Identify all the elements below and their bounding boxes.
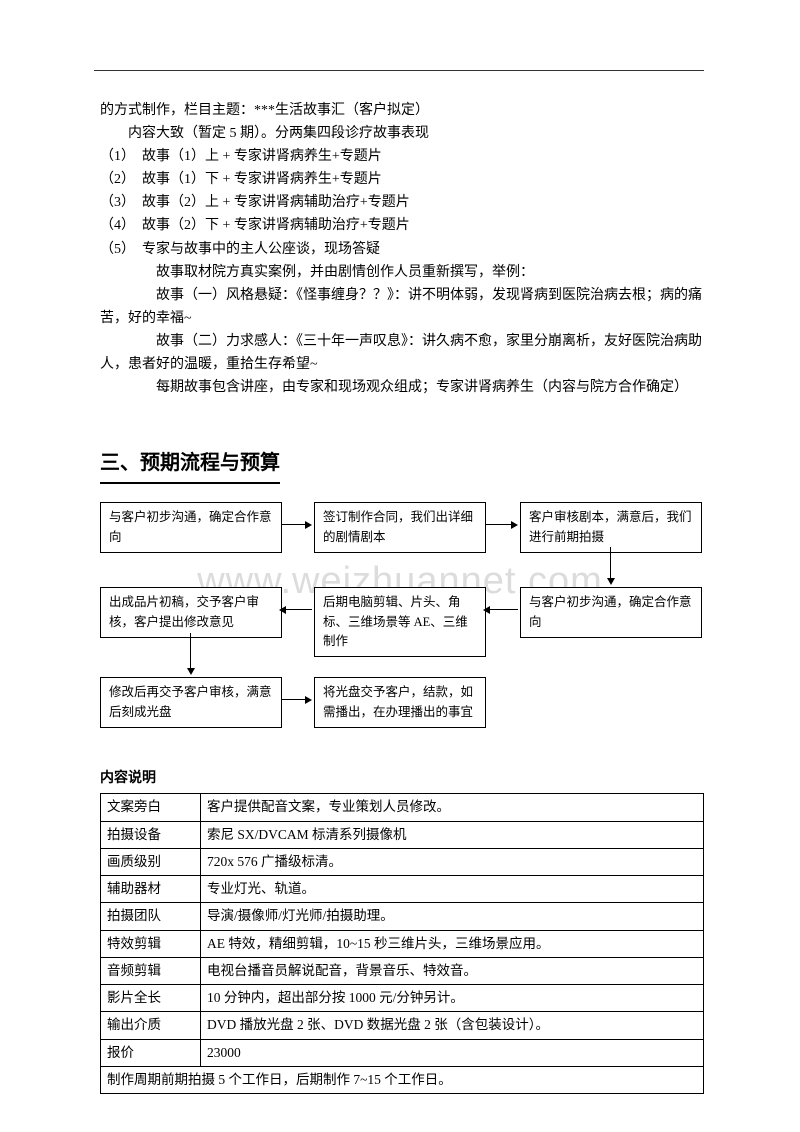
table-row: 拍摄设备索尼 SX/DVCAM 标清系列摄像机 <box>101 821 704 848</box>
table-row: 音频剪辑电视台播音员解说配音，背景音乐、特效音。 <box>101 957 704 984</box>
cell-key: 输出介质 <box>101 1012 201 1039</box>
cell-key: 拍摄设备 <box>101 821 201 848</box>
cell-key: 音频剪辑 <box>101 957 201 984</box>
table-row: 报价23000 <box>101 1039 704 1066</box>
table-row: 拍摄团队导演/摄像师/灯光师/拍摄助理。 <box>101 903 704 930</box>
flow-box-4: 与客户初步沟通，确定合作意向 <box>520 587 702 638</box>
intro-p0: 的方式制作，栏目主题：***生活故事汇（客户拟定） <box>100 99 712 122</box>
spec-table-body: 文案旁白客户提供配音文案，专业策划人员修改。 拍摄设备索尼 SX/DVCAM 标… <box>101 794 704 1094</box>
flowchart: 与客户初步沟通，确定合作意向 签订制作合同，我们出详细的剧情剧本 客户审核剧本，… <box>100 502 704 752</box>
cell-val: DVD 播放光盘 2 张、DVD 数据光盘 2 张（含包装设计）。 <box>201 1012 704 1039</box>
flow-box-1: 与客户初步沟通，确定合作意向 <box>100 502 282 553</box>
cell-key: 辅助器材 <box>101 876 201 903</box>
arrow-1-2 <box>282 524 307 525</box>
cell-val: AE 特效，精细剪辑，10~15 秒三维片头，三维场景应用。 <box>201 930 704 957</box>
arrowhead-4-5 <box>483 606 490 614</box>
cell-full: 制作周期前期拍摄 5 个工作日，后期制作 7~15 个工作日。 <box>101 1066 704 1093</box>
intro-l4: （4） 故事（2）下 + 专家讲肾病辅助治疗+专题片 <box>100 214 712 237</box>
table-row: 文案旁白客户提供配音文案，专业策划人员修改。 <box>101 794 704 821</box>
cell-key: 拍摄团队 <box>101 903 201 930</box>
cell-val: 索尼 SX/DVCAM 标清系列摄像机 <box>201 821 704 848</box>
flow-box-6: 出成品片初稿，交予客户审核，客户提出修改意见 <box>100 587 282 638</box>
page-top-rule <box>94 70 704 71</box>
intro-p3: 故事（一）风格悬疑：《怪事缠身？？》：讲不明体弱，发现肾病到医院治病去根；病的痛… <box>100 284 712 330</box>
intro-l2: （2） 故事（1）下 + 专家讲肾病养生+专题片 <box>100 168 712 191</box>
arrow-5-6 <box>284 609 312 610</box>
table-row-full: 制作周期前期拍摄 5 个工作日，后期制作 7~15 个工作日。 <box>101 1066 704 1093</box>
arrow-7-8 <box>282 699 307 700</box>
arrow-4-5 <box>488 609 518 610</box>
cell-val: 专业灯光、轨道。 <box>201 876 704 903</box>
arrowhead-6-7 <box>187 668 195 675</box>
arrowhead-1-2 <box>305 521 312 529</box>
cell-key: 特效剪辑 <box>101 930 201 957</box>
intro-p2: 故事取材院方真实案例，并由剧情创作人员重新撰写，举例： <box>100 261 712 284</box>
section3-heading: 三、预期流程与预算 <box>100 447 280 484</box>
cell-val: 10 分钟内，超出部分按 1000 元/分钟另计。 <box>201 985 704 1012</box>
arrow-6-7 <box>190 633 191 670</box>
cell-val: 客户提供配音文案，专业策划人员修改。 <box>201 794 704 821</box>
cell-val: 导演/摄像师/灯光师/拍摄助理。 <box>201 903 704 930</box>
table-row: 影片全长10 分钟内，超出部分按 1000 元/分钟另计。 <box>101 985 704 1012</box>
arrowhead-7-8 <box>305 696 312 704</box>
intro-l3: （3） 故事（2）上 + 专家讲肾病辅助治疗+专题片 <box>100 191 712 214</box>
cell-key: 报价 <box>101 1039 201 1066</box>
table-caption: 内容说明 <box>100 766 712 789</box>
cell-key: 影片全长 <box>101 985 201 1012</box>
flow-box-3: 客户审核剧本，满意后，我们进行前期拍摄 <box>520 502 702 553</box>
table-row: 输出介质DVD 播放光盘 2 张、DVD 数据光盘 2 张（含包装设计）。 <box>101 1012 704 1039</box>
document-body: 的方式制作，栏目主题：***生活故事汇（客户拟定） 内容大致（暂定 5 期）。分… <box>100 99 712 1094</box>
flow-box-5: 后期电脑剪辑、片头、角标、三维场景等 AE、三维制作 <box>314 587 486 657</box>
table-row: 特效剪辑AE 特效，精细剪辑，10~15 秒三维片头，三维场景应用。 <box>101 930 704 957</box>
arrowhead-2-3 <box>511 521 518 529</box>
intro-l1: （1） 故事（1）上 + 专家讲肾病养生+专题片 <box>100 145 712 168</box>
arrow-2-3 <box>486 524 513 525</box>
arrowhead-3-4 <box>607 578 615 585</box>
cell-key: 画质级别 <box>101 848 201 875</box>
intro-p4: 故事（二）力求感人：《三十年一声叹息》：讲久病不愈，家里分崩离析，友好医院治病助… <box>100 330 712 376</box>
table-row: 辅助器材专业灯光、轨道。 <box>101 876 704 903</box>
intro-p1: 内容大致（暂定 5 期）。分两集四段诊疗故事表现 <box>100 122 712 145</box>
table-row: 画质级别720x 576 广播级标清。 <box>101 848 704 875</box>
cell-key: 文案旁白 <box>101 794 201 821</box>
cell-val: 23000 <box>201 1039 704 1066</box>
arrowhead-5-6 <box>279 606 286 614</box>
cell-val: 720x 576 广播级标清。 <box>201 848 704 875</box>
flow-box-8: 将光盘交予客户，结款，如需播出，在办理播出的事宜 <box>314 677 486 728</box>
flow-box-2: 签订制作合同，我们出详细的剧情剧本 <box>314 502 486 553</box>
spec-table: 文案旁白客户提供配音文案，专业策划人员修改。 拍摄设备索尼 SX/DVCAM 标… <box>100 793 704 1094</box>
intro-p5: 每期故事包含讲座，由专家和现场观众组成；专家讲肾病养生（内容与院方合作确定） <box>100 376 712 399</box>
cell-val: 电视台播音员解说配音，背景音乐、特效音。 <box>201 957 704 984</box>
flow-box-7: 修改后再交予客户审核，满意后刻成光盘 <box>100 677 282 728</box>
arrow-3-4 <box>610 547 611 580</box>
intro-l5: （5） 专家与故事中的主人公座谈，现场答疑 <box>100 238 712 261</box>
